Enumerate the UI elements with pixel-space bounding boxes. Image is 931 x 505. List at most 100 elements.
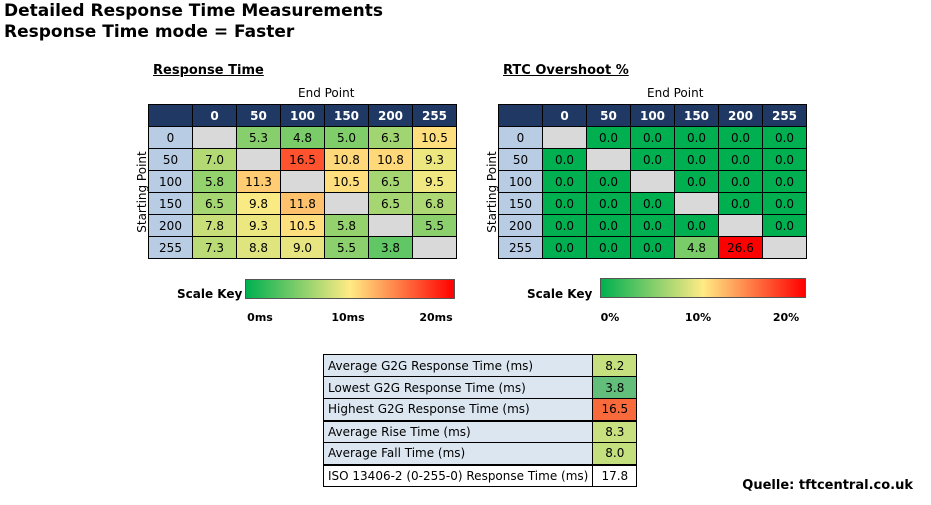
response-time-cell: 10.8: [324, 148, 369, 171]
rtc-overshoot-cell: 0.0: [630, 148, 675, 171]
response-time-scale-tick: 20ms: [419, 311, 453, 324]
response-time-cell: 16.5: [280, 148, 325, 171]
rtc-overshoot-empty-cell: [630, 170, 675, 193]
response-time-row-header: 0: [148, 126, 193, 149]
summary-label: Average G2G Response Time (ms): [322, 354, 594, 377]
response-time-column-header: 200: [368, 104, 413, 127]
summary-value: 8.2: [592, 354, 638, 377]
rtc-overshoot-column-header: 100: [630, 104, 675, 127]
summary-value: 8.3: [592, 419, 638, 443]
response-time-empty-cell: [236, 148, 281, 171]
rtc-overshoot-cell: 0.0: [762, 148, 807, 171]
rtc-overshoot-column-header: 150: [674, 104, 719, 127]
response-time-cell: 6.8: [412, 192, 457, 215]
response-time-cell: 7.8: [192, 214, 237, 237]
response-time-cell: 8.8: [236, 236, 281, 259]
rtc-overshoot-title: RTC Overshoot %: [503, 63, 629, 78]
summary-value: 3.8: [592, 376, 638, 399]
response-time-xlabel: End Point: [298, 86, 355, 100]
rtc-overshoot-cell: 0.0: [586, 192, 631, 215]
response-time-scale-tick: 10ms: [331, 311, 365, 324]
rtc-overshoot-row-header: 50: [498, 148, 543, 171]
rtc-overshoot-cell: 0.0: [674, 148, 719, 171]
response-time-cell: 10.5: [280, 214, 325, 237]
rtc-overshoot-cell: 0.0: [674, 170, 719, 193]
rtc-overshoot-cell: 0.0: [630, 236, 675, 259]
response-time-column-header: 100: [280, 104, 325, 127]
rtc-overshoot-row-header: 0: [498, 126, 543, 149]
rtc-overshoot-scale-tick: 20%: [772, 311, 800, 324]
response-time-row-header: 150: [148, 192, 193, 215]
rtc-overshoot-row-header: 255: [498, 236, 543, 259]
rtc-overshoot-cell: 0.0: [718, 126, 763, 149]
rtc-overshoot-cell: 0.0: [542, 214, 587, 237]
response-time-cell: 5.3: [236, 126, 281, 149]
summary-label: ISO 13406-2 (0-255-0) Response Time (ms): [322, 463, 594, 487]
response-time-empty-cell: [192, 126, 237, 149]
response-time-cell: 7.3: [192, 236, 237, 259]
rtc-overshoot-cell: 0.0: [630, 126, 675, 149]
rtc-overshoot-cell: 0.0: [762, 192, 807, 215]
summary-row: ISO 13406-2 (0-255-0) Response Time (ms)…: [322, 463, 638, 487]
response-time-column-header: 255: [412, 104, 457, 127]
response-time-cell: 9.0: [280, 236, 325, 259]
summary-label: Lowest G2G Response Time (ms): [322, 376, 594, 399]
rtc-overshoot-grid: 0 50 100 150 200 255 0 0.0 0.0 0.0 0.0 0.0 50 0.0 0.0 0…: [498, 104, 807, 259]
rtc-overshoot-ylabel: Starting Point: [485, 151, 499, 233]
summary-row: Highest G2G Response Time (ms) 16.5: [322, 398, 638, 421]
summary-label: Average Fall Time (ms): [322, 442, 594, 465]
response-time-cell: 11.8: [280, 192, 325, 215]
rtc-overshoot-cell: 0.0: [586, 126, 631, 149]
rtc-overshoot-cell: 0.0: [542, 236, 587, 259]
summary-table: Average G2G Response Time (ms) 8.2 Lowest …: [322, 354, 638, 487]
response-time-row-header: 50: [148, 148, 193, 171]
response-time-scale-gradient: [245, 279, 455, 299]
rtc-overshoot-column-header: 0: [542, 104, 587, 127]
rtc-overshoot-cell: 0.0: [718, 192, 763, 215]
rtc-overshoot-scale-tick: 10%: [684, 311, 712, 324]
response-time-scale-tick: 0ms: [247, 311, 273, 324]
response-time-cell: 4.8: [280, 126, 325, 149]
rtc-overshoot-column-header: 200: [718, 104, 763, 127]
response-time-empty-cell: [324, 192, 369, 215]
response-time-column-header: 0: [192, 104, 237, 127]
rtc-overshoot-cell: 0.0: [674, 126, 719, 149]
response-time-cell: 9.8: [236, 192, 281, 215]
page-subtitle: Response Time mode = Faster: [4, 22, 295, 42]
response-time-grid: 0 50 100 150 200 255 0 5.3 4.8 5.0 6.3 10.5 50 7.0 16.…: [148, 104, 457, 259]
response-time-cell: 9.3: [236, 214, 281, 237]
rtc-overshoot-scale-label: Scale Key: [527, 287, 593, 301]
response-time-cell: 5.0: [324, 126, 369, 149]
response-time-scale-label: Scale Key: [177, 287, 243, 301]
rtc-overshoot-empty-cell: [586, 148, 631, 171]
rtc-overshoot-scale-tick: 0%: [600, 311, 620, 324]
response-time-cell: 10.8: [368, 148, 413, 171]
response-time-corner: [148, 104, 193, 127]
summary-value: 16.5: [592, 398, 638, 421]
response-time-cell: 5.5: [324, 236, 369, 259]
page-title: Detailed Response Time Measurements: [4, 1, 383, 21]
summary-value: 8.0: [592, 442, 638, 465]
response-time-cell: 11.3: [236, 170, 281, 193]
response-time-ylabel: Starting Point: [135, 151, 149, 233]
rtc-overshoot-cell: 0.0: [542, 170, 587, 193]
rtc-overshoot-column-header: 255: [762, 104, 807, 127]
response-time-cell: 6.5: [368, 170, 413, 193]
rtc-overshoot-cell: 0.0: [762, 214, 807, 237]
rtc-overshoot-row-header: 150: [498, 192, 543, 215]
response-time-title: Response Time: [153, 63, 264, 78]
rtc-overshoot-cell: 0.0: [718, 148, 763, 171]
rtc-overshoot-cell: 0.0: [586, 170, 631, 193]
response-time-cell: 3.8: [368, 236, 413, 259]
response-time-cell: 6.3: [368, 126, 413, 149]
rtc-overshoot-corner: [498, 104, 543, 127]
rtc-overshoot-scale-gradient: [600, 278, 806, 298]
response-time-cell: 9.5: [412, 170, 457, 193]
rtc-overshoot-empty-cell: [718, 214, 763, 237]
response-time-row-header: 255: [148, 236, 193, 259]
response-time-row-header: 200: [148, 214, 193, 237]
summary-label: Highest G2G Response Time (ms): [322, 398, 594, 421]
response-time-empty-cell: [368, 214, 413, 237]
rtc-overshoot-xlabel: End Point: [647, 86, 704, 100]
response-time-cell: 5.8: [192, 170, 237, 193]
